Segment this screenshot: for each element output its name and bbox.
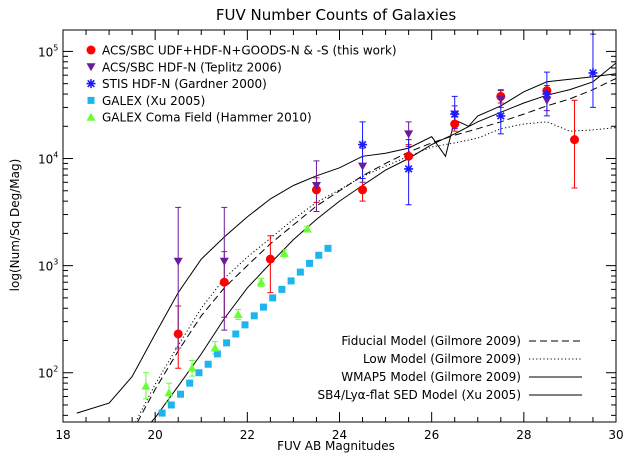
data-point	[358, 162, 368, 171]
error-bar	[175, 206, 182, 349]
data-point	[173, 329, 183, 339]
legend-label: Fiducial Model (Gilmore 2009)	[341, 334, 521, 348]
data-point	[164, 388, 174, 397]
data-point	[315, 251, 323, 259]
legend-label: WMAP5 Model (Gilmore 2009)	[341, 370, 521, 384]
legend-marker	[86, 63, 96, 72]
legend-label: GALEX Coma Field (Hammer 2010)	[102, 111, 312, 125]
x-tick-label: 24	[332, 428, 347, 442]
error-bar	[221, 206, 228, 331]
legend-label: ACS/SBC HDF-N (Teplitz 2006)	[102, 60, 282, 74]
data-point	[588, 68, 598, 78]
y-tick-label: 103	[38, 258, 58, 274]
y-axis-label: log(Num/Sq Deg/Mag)	[8, 159, 22, 292]
legend-top-left: ACS/SBC UDF+HDF-N+GOODS-N & -S (this wor…	[86, 44, 397, 125]
data-point	[311, 181, 321, 190]
data-point	[204, 360, 212, 368]
data-point	[496, 95, 506, 104]
legend-marker	[86, 112, 96, 121]
data-point	[213, 350, 221, 358]
data-point	[219, 257, 229, 266]
data-point	[158, 409, 166, 417]
data-point	[542, 89, 552, 99]
data-point	[177, 390, 185, 398]
data-point	[358, 185, 368, 195]
data-point	[233, 309, 243, 318]
error-bar	[267, 235, 274, 294]
legend-label: SB4/Lyα-flat SED Model (Xu 2005)	[317, 388, 521, 402]
data-point	[404, 164, 414, 174]
data-point	[404, 151, 414, 161]
data-point	[269, 294, 277, 302]
x-tick-label: 20	[148, 428, 163, 442]
data-point	[265, 254, 275, 264]
data-point	[210, 343, 220, 352]
data-point	[287, 277, 295, 285]
legend-label: Low Model (Gilmore 2009)	[363, 352, 521, 366]
model-curves	[76, 62, 616, 422]
data-point	[542, 96, 552, 105]
legend-marker	[86, 45, 96, 55]
x-tick-label: 26	[424, 428, 439, 442]
legend-label: GALEX (Xu 2005)	[102, 94, 205, 108]
data-point	[186, 379, 194, 387]
data-point	[250, 312, 258, 320]
legend-marker	[87, 96, 95, 104]
data-point	[167, 401, 175, 409]
data-point	[223, 339, 231, 347]
axis-ticks: 18 20 22 24 26 28 30 102 103 104 105	[38, 30, 624, 442]
data-point	[195, 369, 203, 377]
data-point	[450, 119, 460, 129]
data-point	[324, 244, 332, 252]
data-point	[404, 130, 414, 139]
data-point	[241, 321, 249, 329]
data-point	[278, 285, 286, 293]
y-tick-label: 102	[38, 365, 58, 381]
data-point	[570, 135, 580, 145]
legend-marker	[86, 79, 96, 89]
model-line	[150, 62, 616, 422]
data-point	[232, 330, 240, 338]
data-point	[306, 259, 314, 267]
legend-label: ACS/SBC UDF+HDF-N+GOODS-N & -S (this wor…	[102, 44, 397, 58]
x-axis-label: FUV AB Magnitudes	[277, 439, 395, 453]
model-line	[76, 73, 616, 414]
data-point	[296, 268, 304, 276]
data-point	[259, 303, 267, 311]
y-tick-label: 105	[38, 43, 58, 59]
legend-label: STIS HDF-N (Gardner 2000)	[102, 77, 267, 91]
x-tick-label: 18	[55, 428, 70, 442]
data-markers	[141, 68, 598, 417]
data-point	[256, 277, 266, 286]
x-tick-label: 30	[608, 428, 623, 442]
data-point	[302, 224, 312, 233]
data-point	[141, 381, 151, 390]
data-point	[450, 109, 460, 119]
x-tick-label: 22	[240, 428, 255, 442]
data-point	[496, 111, 506, 121]
x-tick-label: 28	[516, 428, 531, 442]
chart-title: FUV Number Counts of Galaxies	[216, 6, 456, 24]
data-point	[187, 363, 197, 372]
data-point	[279, 248, 289, 257]
y-tick-label: 104	[38, 151, 58, 167]
data-point	[358, 140, 368, 150]
legend-bottom-right: Fiducial Model (Gilmore 2009) Low Model (…	[317, 334, 582, 402]
data-point	[219, 277, 229, 287]
data-point	[173, 257, 183, 266]
